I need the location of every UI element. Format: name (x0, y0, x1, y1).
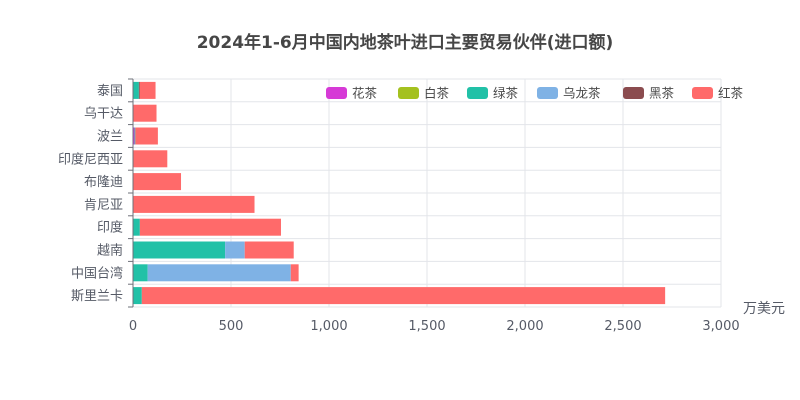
bar-segment[interactable] (139, 218, 281, 236)
x-axis-unit: 万美元 (743, 301, 785, 317)
x-tick-label: 1,500 (408, 319, 445, 334)
bar-segment[interactable] (133, 287, 142, 305)
bar-segment[interactable] (133, 173, 182, 191)
x-tick-label: 0 (129, 319, 137, 334)
bar-segment[interactable] (134, 127, 136, 145)
axes: 0 500 1,000 1,500 2,000 2,500 3,000 泰国乌干达波兰印度尼西… (58, 78, 740, 334)
legend-label: 白茶 (424, 86, 450, 101)
bar-segment[interactable] (133, 195, 255, 213)
category-label: 越南 (97, 243, 123, 259)
legend: 花茶 白茶 绿茶 乌龙茶 黑茶 红茶 (326, 86, 744, 101)
category-label: 印度 (97, 220, 123, 236)
category-label: 波兰 (97, 130, 123, 145)
category-label: 斯里兰卡 (71, 289, 123, 304)
category-label: 印度尼西亚 (58, 151, 123, 167)
bar-segment[interactable] (138, 81, 140, 99)
category-label: 泰国 (97, 84, 123, 99)
bar-segment[interactable] (290, 264, 299, 282)
bar-segment[interactable] (133, 104, 157, 122)
legend-swatch (537, 87, 558, 99)
bar-segment[interactable] (244, 241, 294, 259)
x-tick-label: 1,000 (310, 319, 347, 334)
grid (133, 78, 722, 308)
legend-swatch (467, 87, 488, 99)
legend-swatch (623, 87, 644, 99)
legend-label: 红茶 (718, 86, 744, 101)
legend-label: 黑茶 (649, 86, 675, 101)
category-label: 中国台湾 (71, 265, 123, 281)
x-tick-label: 2,000 (506, 319, 543, 334)
legend-swatch (326, 87, 347, 99)
category-label: 肯尼亚 (84, 198, 123, 213)
bar-segment[interactable] (133, 218, 140, 236)
bar-segment[interactable] (133, 241, 226, 259)
category-label: 乌干达 (84, 106, 123, 122)
x-tick-label: 3,000 (702, 319, 739, 334)
bar-segment[interactable] (133, 264, 148, 282)
chart-title: 2024年1-6月中国内地茶叶进口主要贸易伙伴(进口额) (197, 32, 614, 53)
bar-segment[interactable] (225, 241, 245, 259)
bars (133, 81, 666, 305)
x-tick-label: 500 (219, 319, 244, 334)
bar-segment[interactable] (133, 150, 168, 168)
bar-segment[interactable] (139, 81, 156, 99)
category-label: 布隆迪 (84, 175, 123, 190)
bar-segment[interactable] (135, 127, 158, 145)
legend-swatch (398, 87, 419, 99)
bar-segment[interactable] (133, 81, 139, 99)
legend-label: 绿茶 (493, 86, 519, 101)
legend-swatch (692, 87, 713, 99)
bar-segment[interactable] (133, 127, 135, 145)
bar-segment[interactable] (147, 264, 291, 282)
legend-label: 乌龙茶 (563, 86, 601, 101)
x-tick-label: 2,500 (604, 319, 641, 334)
legend-label: 花茶 (352, 86, 378, 101)
bar-segment[interactable] (141, 287, 666, 305)
